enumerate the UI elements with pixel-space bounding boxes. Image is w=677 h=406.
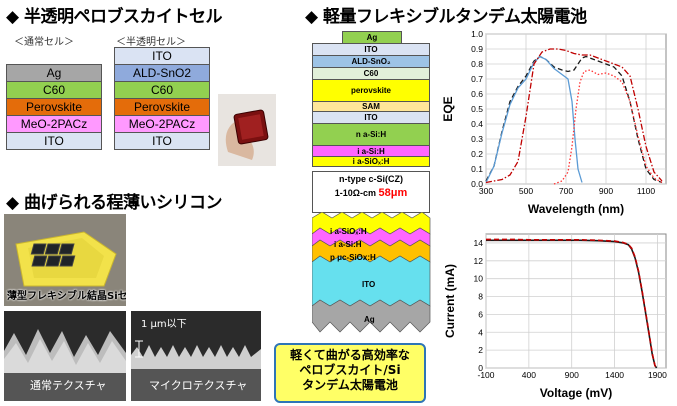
y-tick-label: 0.7 xyxy=(471,74,483,84)
micro-texture-sem: 1 μm以下 マイクロテクスチャ xyxy=(131,311,261,401)
normal-texture-illustration xyxy=(4,311,126,401)
layer-c60: C60 xyxy=(114,81,210,99)
series-line-2 xyxy=(485,48,663,184)
micro-texture-illustration xyxy=(131,311,261,401)
plot-area xyxy=(485,233,667,369)
x-tick-label: 900 xyxy=(565,370,579,380)
x-tick-label: 500 xyxy=(519,186,533,196)
callout-line-1: 軽くて曲がる高効率な xyxy=(290,348,410,362)
layer-ito: ITO xyxy=(114,47,210,65)
x-tick-label: 1100 xyxy=(637,186,656,196)
y-tick-label: 0.6 xyxy=(471,89,483,99)
layer-ito: ITO xyxy=(6,132,102,150)
semi-cell-label: ＜半透明セル＞ xyxy=(116,37,186,48)
y-tick-label: 2 xyxy=(478,345,483,355)
heading-tandem: ◆ 軽量フレキシブルタンデム太陽電池 xyxy=(305,7,587,27)
y-tick-label: 10 xyxy=(474,274,484,284)
back-layer-1: i a-SiOₓ:H xyxy=(330,227,367,236)
y-tick-label: 12 xyxy=(474,256,484,266)
normal-texture-sem: 通常テクスチャ xyxy=(4,311,126,401)
tandem-callout: 軽くて曲がる高効率な ペロブスカイト/Si タンデム太陽電池 xyxy=(274,343,426,403)
layer-ito: ITO xyxy=(114,132,210,150)
x-tick-label: 400 xyxy=(522,370,536,380)
normal-texture-label: 通常テクスチャ xyxy=(30,379,107,392)
y-tick-label: 0.2 xyxy=(471,149,483,159)
y-tick-label: 0.4 xyxy=(471,119,483,129)
tandem-layer-4: perovskite xyxy=(312,79,430,102)
series-line-0 xyxy=(485,55,663,184)
back-layer-3: p μc-SiOx:H xyxy=(330,253,376,262)
normal-cell-label: ＜通常セル＞ xyxy=(14,37,74,48)
heading-perovskite: ◆ 半透明ペロブスカイトセル xyxy=(6,7,223,27)
y-tick-label: 0.9 xyxy=(471,44,483,54)
flexible-si-photo: 薄型フレキシブル結晶Siセル xyxy=(4,214,126,306)
y-tick-label: 0.3 xyxy=(471,134,483,144)
x-tick-label: -100 xyxy=(477,370,494,380)
tandem-back-textured xyxy=(312,212,431,333)
x-axis-label: Wavelength (nm) xyxy=(528,202,624,216)
x-tick-label: 1400 xyxy=(605,370,624,380)
layer-ag: Ag xyxy=(6,64,102,82)
series-line-3 xyxy=(553,69,663,185)
y-tick-label: 4 xyxy=(478,327,483,337)
tandem-layer-7: n a-Si:H xyxy=(312,123,430,146)
eqe-chart: 300 500 700 900 1100 0.0 0.1 0.2 0.3 0.4 0.5 0.6 0.7… xyxy=(441,29,667,216)
x-tick-label: 1900 xyxy=(648,370,667,380)
layer-perovskite: Perovskite xyxy=(6,98,102,116)
y-tick-label: 0.5 xyxy=(471,104,483,114)
flexible-cell-illustration xyxy=(4,214,126,306)
series-line-1 xyxy=(485,55,583,183)
csi-label-2: 1-10Ω-cm xyxy=(334,188,376,198)
callout-line-3: タンデム太陽電池 xyxy=(302,378,398,392)
layer-meo-2pacz: MeO-2PACz xyxy=(114,115,210,133)
x-tick-label: 900 xyxy=(599,186,613,196)
callout-line-2: ペロブスカイト/Si xyxy=(299,363,401,377)
y-tick-label: 0.8 xyxy=(471,59,483,69)
layer-c60: C60 xyxy=(6,81,102,99)
series-line-1 xyxy=(486,238,657,369)
y-tick-label: 0.0 xyxy=(471,179,483,189)
y-tick-label: 6 xyxy=(478,309,483,319)
y-axis-label: Current (mA) xyxy=(443,264,457,338)
back-ag: Ag xyxy=(364,315,375,324)
y-tick-label: 0 xyxy=(478,363,483,373)
micro-scale-label: 1 μm以下 xyxy=(141,319,187,330)
tandem-layer-9: i a-SiOₓ:H xyxy=(312,156,430,167)
x-axis-label: Voltage (mV) xyxy=(540,386,612,400)
back-layer-2: i a-Si:H xyxy=(334,240,362,249)
micro-texture-label: マイクロテクスチャ xyxy=(149,379,248,392)
heading-silicon: ◆ 曲げられる程薄いシリコン xyxy=(6,193,223,213)
x-tick-label: 700 xyxy=(559,186,573,196)
csi-thickness: 58μm xyxy=(378,187,408,199)
y-tick-label: 8 xyxy=(478,292,483,302)
iv-chart: -100 400 900 1400 1900 0 2 4 6 8 10 12 14 Voltage (mV… xyxy=(443,233,667,400)
semi-cell-photo xyxy=(218,94,276,166)
y-tick-label: 0.1 xyxy=(471,164,483,174)
hand-cell-illustration xyxy=(225,109,269,160)
y-tick-label: 14 xyxy=(474,238,484,248)
layer-perovskite: Perovskite xyxy=(114,98,210,116)
y-tick-label: 1.0 xyxy=(471,29,483,39)
layer-ald-sno2: ALD-SnO2 xyxy=(114,64,210,82)
csi-wafer: n-type c-Si(CZ) 1-10Ω-cm 58μm xyxy=(312,171,430,213)
x-tick-label: 300 xyxy=(479,186,493,196)
layer-meo-2pacz: MeO-2PACz xyxy=(6,115,102,133)
y-axis-label: EQE xyxy=(441,96,455,121)
back-ito: ITO xyxy=(362,280,376,289)
flexible-si-label: 薄型フレキシブル結晶Siセル xyxy=(7,291,126,302)
csi-label-1: n-type c-Si(CZ) xyxy=(339,174,403,184)
